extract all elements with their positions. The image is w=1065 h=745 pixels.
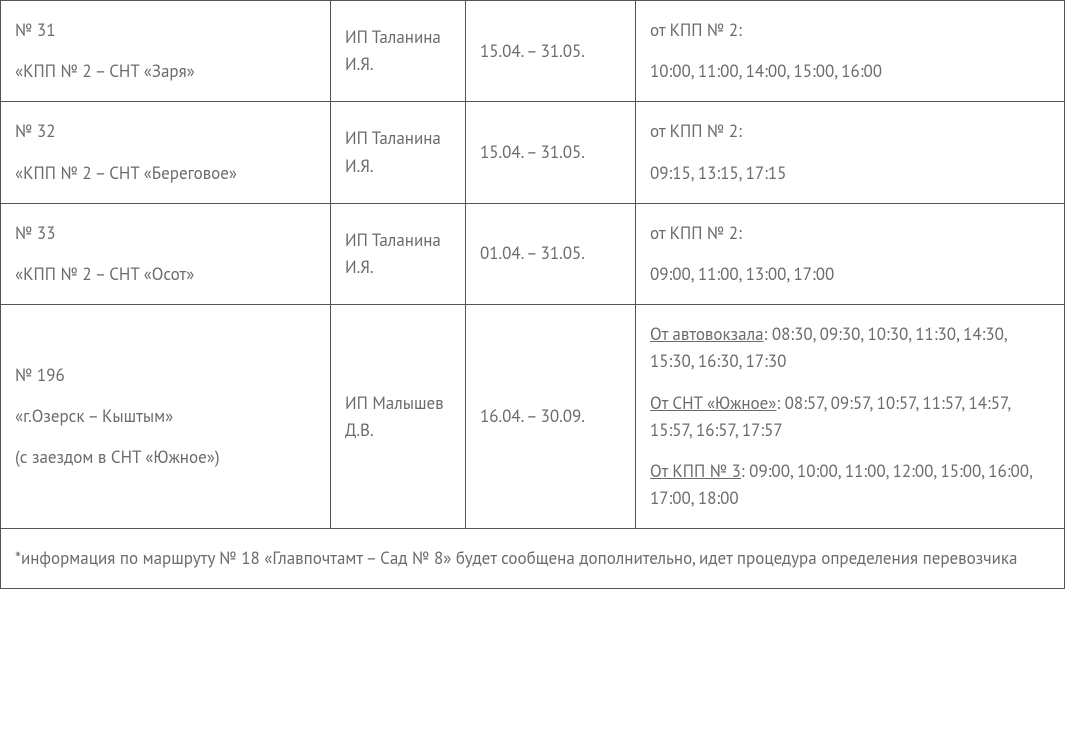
table-row: № 32 «КПП № 2 – СНТ «Береговое» ИП Таланин… [1, 102, 1065, 203]
cell-period: 01.04. – 31.05. [466, 203, 636, 304]
schedule-line: От автовокзала: 08:30, 09:30, 10:30, 11:… [650, 321, 1050, 375]
cell-carrier: ИП Таланина И.Я. [331, 203, 466, 304]
table-row: № 33 «КПП № 2 – СНТ «Осот» ИП Таланина И.Я… [1, 203, 1065, 304]
schedule-from-label: от КПП № 2: [650, 118, 1050, 145]
schedule-times: 09:15, 13:15, 17:15 [650, 160, 1050, 187]
route-subname: (с заездом в СНТ «Южное») [15, 444, 316, 471]
schedule-from-label: от КПП № 2: [650, 17, 1050, 44]
cell-period: 16.04. – 30.09. [466, 305, 636, 529]
cell-route: № 32 «КПП № 2 – СНТ «Береговое» [1, 102, 331, 203]
route-number: № 196 [15, 362, 316, 389]
cell-schedule: от КПП № 2: 09:00, 11:00, 13:00, 17:00 [636, 203, 1065, 304]
cell-schedule: от КПП № 2: 09:15, 13:15, 17:15 [636, 102, 1065, 203]
cell-period: 15.04. – 31.05. [466, 1, 636, 102]
route-number: № 31 [15, 17, 316, 44]
table-row: № 196 «г.Озерск – Кыштым» (с заездом в СНТ… [1, 305, 1065, 529]
cell-carrier: ИП Таланина И.Я. [331, 102, 466, 203]
cell-schedule: от КПП № 2: 10:00, 11:00, 14:00, 15:00, 1… [636, 1, 1065, 102]
schedule-from-label: От СНТ «Южное» [650, 392, 776, 414]
route-number: № 33 [15, 220, 316, 247]
route-number: № 32 [15, 118, 316, 145]
cell-route: № 31 «КПП № 2 – СНТ «Заря» [1, 1, 331, 102]
cell-schedule: От автовокзала: 08:30, 09:30, 10:30, 11:… [636, 305, 1065, 529]
route-name: «г.Озерск – Кыштым» [15, 403, 316, 430]
route-name: «КПП № 2 – СНТ «Береговое» [15, 160, 316, 187]
schedule-line: От КПП № 3: 09:00, 10:00, 11:00, 12:00, … [650, 458, 1050, 512]
route-name: «КПП № 2 – СНТ «Заря» [15, 58, 316, 85]
schedule-line: От СНТ «Южное»: 08:57, 09:57, 10:57, 11:… [650, 390, 1050, 444]
table-footnote-row: *информация по маршруту № 18 «Главпочтам… [1, 529, 1065, 589]
schedule-from-label: от КПП № 2: [650, 220, 1050, 247]
cell-route: № 196 «г.Озерск – Кыштым» (с заездом в СНТ… [1, 305, 331, 529]
schedule-from-label: От автовокзала [650, 323, 764, 345]
cell-carrier: ИП Малышев Д.В. [331, 305, 466, 529]
footnote: *информация по маршруту № 18 «Главпочтам… [1, 529, 1065, 589]
table-row: № 31 «КПП № 2 – СНТ «Заря» ИП Таланина И.Я… [1, 1, 1065, 102]
cell-carrier: ИП Таланина И.Я. [331, 1, 466, 102]
schedule-from-label: От КПП № 3 [650, 460, 741, 482]
schedule-times: 09:00, 11:00, 13:00, 17:00 [650, 261, 1050, 288]
cell-period: 15.04. – 31.05. [466, 102, 636, 203]
cell-route: № 33 «КПП № 2 – СНТ «Осот» [1, 203, 331, 304]
routes-table: № 31 «КПП № 2 – СНТ «Заря» ИП Таланина И.Я… [0, 0, 1065, 589]
schedule-times: 10:00, 11:00, 14:00, 15:00, 16:00 [650, 58, 1050, 85]
route-name: «КПП № 2 – СНТ «Осот» [15, 261, 316, 288]
